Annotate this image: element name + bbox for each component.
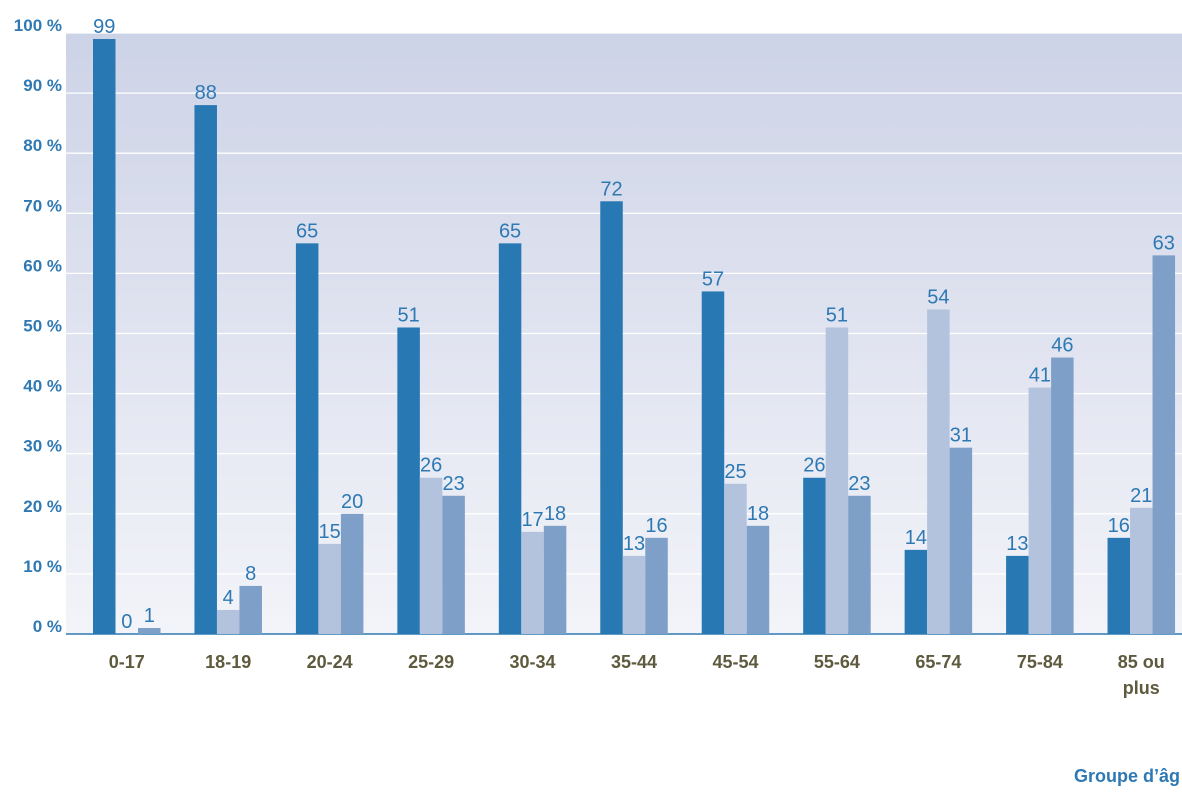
bar <box>848 495 871 634</box>
bar <box>949 447 973 634</box>
data-label: 72 <box>600 178 622 200</box>
bar <box>295 243 319 634</box>
bar <box>724 483 747 634</box>
x-tick-label: 25-29 <box>408 652 454 672</box>
data-label: 8 <box>245 563 256 585</box>
bar <box>442 495 465 634</box>
data-label: 23 <box>442 473 464 495</box>
bar <box>746 525 770 634</box>
bar <box>397 327 420 634</box>
data-label: 16 <box>1108 515 1130 537</box>
data-label: 63 <box>1153 232 1175 254</box>
data-label: 65 <box>499 220 521 242</box>
x-tick-label: 45-54 <box>712 652 758 672</box>
bar <box>138 627 161 634</box>
data-label: 16 <box>645 515 667 537</box>
bar <box>645 537 668 634</box>
bar <box>904 549 928 634</box>
bar <box>498 243 522 634</box>
data-label: 46 <box>1051 335 1073 357</box>
y-tick-label: 30 % <box>23 437 62 456</box>
y-tick-label: 0 % <box>33 617 62 636</box>
bar <box>701 291 725 634</box>
bar <box>239 585 262 634</box>
y-tick-label: 50 % <box>23 317 62 336</box>
x-axis-title: Groupe d’âg <box>1074 766 1180 786</box>
data-label: 99 <box>93 16 115 38</box>
bar <box>622 555 646 634</box>
bar <box>825 327 849 634</box>
y-tick-label: 40 % <box>23 377 62 396</box>
data-label: 17 <box>521 509 543 531</box>
data-label: 88 <box>195 82 217 104</box>
data-label: 14 <box>905 527 927 549</box>
data-label: 15 <box>319 521 341 543</box>
bar <box>927 309 950 634</box>
data-label: 54 <box>927 286 949 308</box>
data-label: 4 <box>223 587 234 609</box>
bar <box>194 105 217 635</box>
bar <box>803 477 826 634</box>
data-label: 26 <box>420 455 442 477</box>
x-tick-label: 35-44 <box>611 652 657 672</box>
x-tick-label: 85 ou plus <box>1118 652 1165 698</box>
bars <box>93 39 1176 635</box>
data-label: 18 <box>544 503 566 525</box>
data-label: 18 <box>747 503 769 525</box>
data-label: 0 <box>121 611 132 633</box>
y-tick-label: 10 % <box>23 557 62 576</box>
bar <box>1107 537 1131 634</box>
x-tick-label: 30-34 <box>510 652 556 672</box>
bar <box>340 513 364 634</box>
data-label: 26 <box>803 455 825 477</box>
bar <box>93 39 116 634</box>
y-axis-ticks: 0 % 10 % 20 % 30 % 40 % 50 % 60 % 70 % 80 % 90 % 1… <box>14 16 62 636</box>
y-tick-label: 70 % <box>23 196 62 215</box>
y-tick-label: 90 % <box>23 76 62 95</box>
data-label: 51 <box>826 304 848 326</box>
data-label: 25 <box>724 461 746 483</box>
bar <box>1152 255 1176 634</box>
bar <box>543 525 567 634</box>
bar <box>1051 357 1074 634</box>
x-tick-label: 20-24 <box>307 652 353 672</box>
data-label: 51 <box>397 304 419 326</box>
bar <box>1130 507 1153 634</box>
x-tick-label: 18-19 <box>205 652 251 672</box>
x-tick-label: 75-84 <box>1017 652 1063 672</box>
x-axis-ticks: 0-17 18-19 20-24 25-29 30-34 35-44 45-54 55-64 6… <box>109 652 1165 698</box>
y-tick-label: 80 % <box>23 136 62 155</box>
y-tick-label: 20 % <box>23 497 62 516</box>
data-label: 21 <box>1130 485 1152 507</box>
data-label: 20 <box>341 491 363 513</box>
y-tick-label: 100 % <box>14 16 62 35</box>
bar <box>521 531 544 634</box>
data-label: 13 <box>623 533 645 555</box>
bar <box>600 201 623 634</box>
data-label: 1 <box>144 605 155 627</box>
bar <box>419 477 443 634</box>
x-tick-label: 0-17 <box>109 652 145 672</box>
data-label: 65 <box>296 220 318 242</box>
data-label: 13 <box>1006 533 1028 555</box>
x-tick-label: 65-74 <box>915 652 961 672</box>
bar <box>318 543 341 634</box>
x-tick-label: 55-64 <box>814 652 860 672</box>
bar <box>216 609 240 634</box>
data-label: 23 <box>848 473 870 495</box>
data-label: 41 <box>1029 365 1051 387</box>
y-tick-label: 60 % <box>23 256 62 275</box>
data-label: 57 <box>702 268 724 290</box>
bar <box>1006 555 1029 634</box>
bar <box>1028 387 1052 634</box>
data-label: 31 <box>950 425 972 447</box>
